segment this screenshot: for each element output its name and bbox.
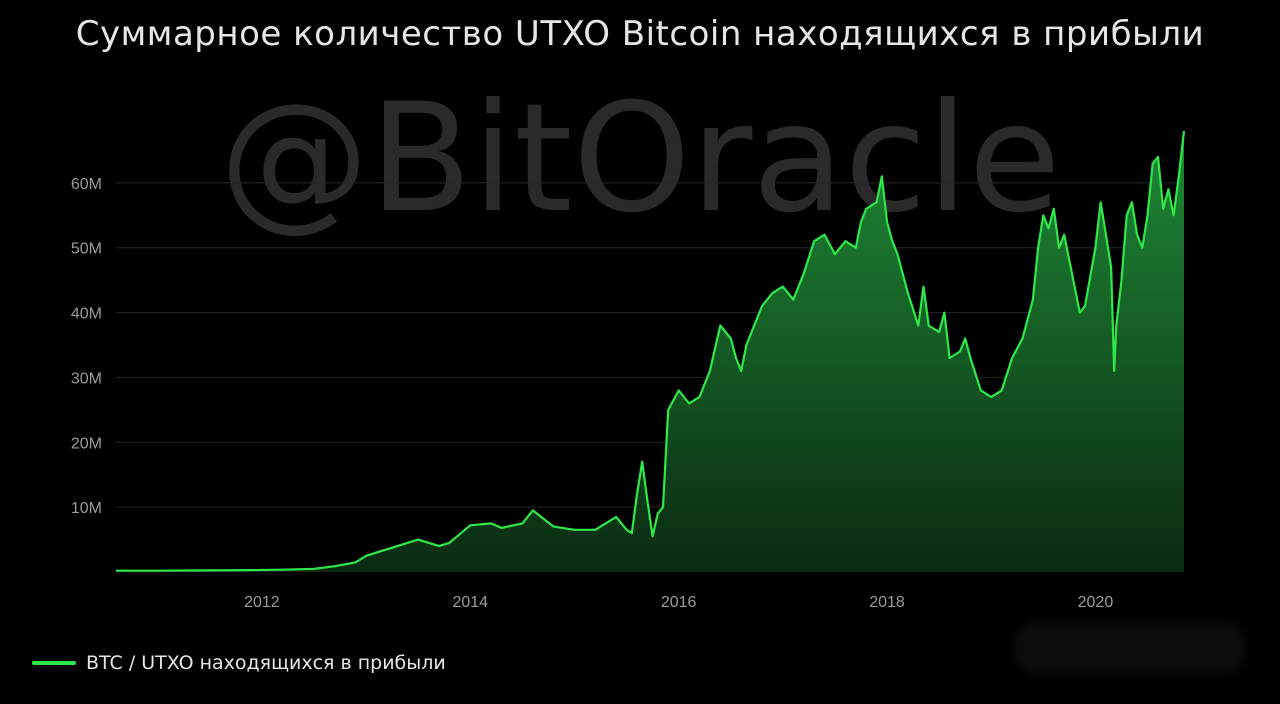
y-tick-label: 60M xyxy=(71,176,102,193)
x-tick-label: 2012 xyxy=(244,594,280,611)
watermark: @BitOracle xyxy=(219,72,1060,246)
y-tick-label: 20M xyxy=(71,435,102,452)
chart-title: Суммарное количество UTXO Bitcoin находя… xyxy=(75,14,1205,54)
blurred-watermark-patch xyxy=(1015,622,1245,674)
series-line xyxy=(116,130,1186,572)
y-tick-label: 40M xyxy=(71,306,102,323)
y-tick-label: 10M xyxy=(71,500,102,517)
x-axis-tick-labels: 2012 2014 2016 2018 2020 xyxy=(244,594,1113,611)
series-area-fill xyxy=(116,131,1184,572)
y-tick-label: 30M xyxy=(71,370,102,387)
y-tick-label: 50M xyxy=(71,241,102,258)
y-axis-tick-labels: 10M 20M 30M 40M 50M 60M xyxy=(71,176,102,517)
x-tick-label: 2014 xyxy=(452,594,488,611)
legend-swatch xyxy=(32,661,76,665)
legend: BTC / UTXO находящихся в прибыли xyxy=(32,650,446,676)
grid-lines xyxy=(116,182,1184,508)
x-tick-label: 2016 xyxy=(661,594,697,611)
x-tick-label: 2018 xyxy=(869,594,905,611)
legend-label: BTC / UTXO находящихся в прибыли xyxy=(86,652,446,674)
x-tick-label: 2020 xyxy=(1078,594,1114,611)
